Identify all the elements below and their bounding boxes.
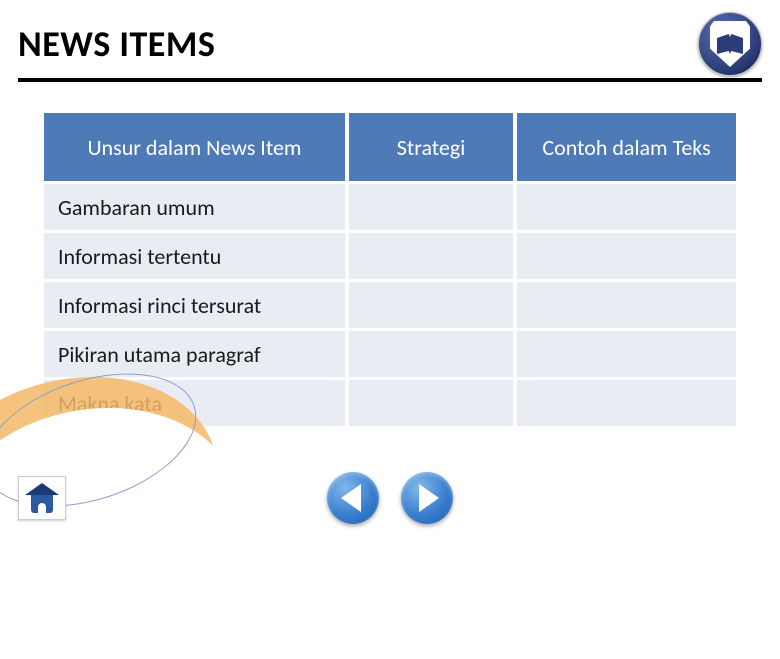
row-contoh: [517, 282, 736, 328]
row-strategi: [349, 331, 513, 377]
table-row: Makna kata: [44, 380, 736, 426]
row-strategi: [349, 184, 513, 230]
nav-controls: [327, 472, 453, 524]
row-contoh: [517, 233, 736, 279]
col-header-strategi: Strategi: [349, 113, 513, 181]
table-row: Informasi tertentu: [44, 233, 736, 279]
row-label: Pikiran utama paragraf: [44, 331, 345, 377]
row-label: Informasi rinci tersurat: [44, 282, 345, 328]
row-contoh: [517, 331, 736, 377]
row-contoh: [517, 184, 736, 230]
ministry-logo: [698, 12, 762, 76]
table-row: Gambaran umum: [44, 184, 736, 230]
news-item-table: Unsur dalam News Item Strategi Contoh da…: [18, 110, 762, 429]
row-label: Gambaran umum: [44, 184, 345, 230]
row-label: Makna kata: [44, 380, 345, 426]
row-strategi: [349, 282, 513, 328]
arrow-right-icon: [419, 484, 439, 512]
title-bar: NEWS ITEMS: [18, 12, 762, 76]
table-row: Informasi rinci tersurat: [44, 282, 736, 328]
home-button[interactable]: [18, 476, 66, 520]
table-header-row: Unsur dalam News Item Strategi Contoh da…: [44, 113, 736, 181]
row-contoh: [517, 380, 736, 426]
title-divider: [18, 78, 762, 82]
arrow-left-icon: [341, 484, 361, 512]
next-button[interactable]: [401, 472, 453, 524]
page-title: NEWS ITEMS: [18, 22, 215, 66]
home-icon: [25, 483, 59, 513]
col-header-contoh: Contoh dalam Teks: [517, 113, 736, 181]
prev-button[interactable]: [327, 472, 379, 524]
row-strategi: [349, 380, 513, 426]
row-label: Informasi tertentu: [44, 233, 345, 279]
col-header-unsur: Unsur dalam News Item: [44, 113, 345, 181]
row-strategi: [349, 233, 513, 279]
slide: NEWS ITEMS Unsur dalam News Item Strateg…: [0, 0, 780, 540]
table-row: Pikiran utama paragraf: [44, 331, 736, 377]
